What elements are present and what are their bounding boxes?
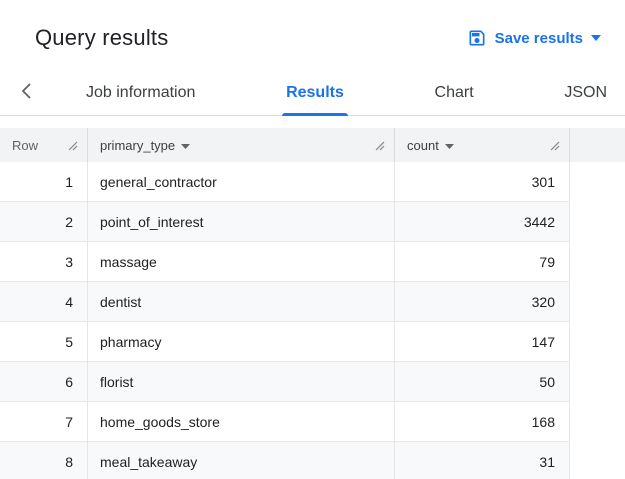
table-row: 2 point_of_interest 3442 — [0, 202, 625, 242]
tab-chart[interactable]: Chart — [434, 83, 474, 101]
chevron-left-icon — [21, 83, 31, 102]
primary-type-cell: meal_takeaway — [88, 442, 395, 479]
column-header-primary-type-label: primary_type — [100, 137, 176, 153]
count-cell: 3442 — [395, 202, 570, 242]
tab-job-information[interactable]: Job information — [86, 83, 196, 101]
table-row: 1 general_contractor 301 — [0, 162, 625, 202]
row-number-cell: 2 — [0, 202, 88, 242]
row-number-cell: 5 — [0, 322, 88, 362]
save-icon — [467, 28, 487, 48]
table-body: 1 general_contractor 301 2 point_of_inte… — [0, 162, 625, 479]
primary-type-cell: general_contractor — [88, 162, 395, 202]
row-number-cell: 8 — [0, 442, 88, 479]
tab-json[interactable]: JSON — [564, 83, 607, 101]
caret-down-icon — [591, 35, 601, 41]
save-results-label: Save results — [494, 29, 583, 47]
tabs: Job information Results Chart JSON — [46, 70, 625, 116]
count-cell: 168 — [395, 402, 570, 442]
count-cell: 31 — [395, 442, 570, 479]
row-number-cell: 6 — [0, 362, 88, 402]
row-number-cell: 7 — [0, 402, 88, 442]
column-menu-caret-icon[interactable] — [181, 143, 191, 149]
column-header-count: count — [395, 128, 570, 162]
count-cell: 301 — [395, 162, 570, 202]
page-title: Query results — [35, 25, 169, 50]
tab-results[interactable]: Results — [282, 70, 348, 116]
table-row: 3 massage 79 — [0, 242, 625, 282]
row-number-cell: 4 — [0, 282, 88, 322]
column-header-row: Row — [0, 128, 88, 162]
primary-type-cell: florist — [88, 362, 395, 402]
topbar: Query results Save results — [0, 0, 625, 70]
table-row: 7 home_goods_store 168 — [0, 402, 625, 442]
column-header-count-label: count — [407, 137, 439, 153]
column-resize-handle-icon[interactable] — [371, 137, 387, 153]
tabs-scroll-left-button[interactable] — [6, 70, 46, 115]
primary-type-cell: dentist — [88, 282, 395, 322]
count-cell: 147 — [395, 322, 570, 362]
column-header-filler — [570, 128, 625, 162]
primary-type-cell: pharmacy — [88, 322, 395, 362]
tab-bar: Job information Results Chart JSON — [0, 70, 625, 116]
count-cell: 320 — [395, 282, 570, 322]
primary-type-cell: point_of_interest — [88, 202, 395, 242]
table-row: 4 dentist 320 — [0, 282, 625, 322]
column-menu-caret-icon[interactable] — [444, 143, 454, 149]
column-resize-handle-icon[interactable] — [64, 137, 80, 153]
table-row: 5 pharmacy 147 — [0, 322, 625, 362]
column-resize-handle-icon[interactable] — [546, 137, 562, 153]
column-header-primary-type: primary_type — [88, 128, 395, 162]
save-results-button[interactable]: Save results — [459, 22, 609, 54]
count-cell: 50 — [395, 362, 570, 402]
table-header-row: Row primary_type count — [0, 128, 625, 162]
table-row: 6 florist 50 — [0, 362, 625, 402]
row-number-cell: 3 — [0, 242, 88, 282]
table-row: 8 meal_takeaway 31 — [0, 442, 625, 479]
column-header-row-label: Row — [12, 137, 39, 153]
row-number-cell: 1 — [0, 162, 88, 202]
count-cell: 79 — [395, 242, 570, 282]
results-table: Row primary_type count — [0, 128, 625, 479]
primary-type-cell: massage — [88, 242, 395, 282]
primary-type-cell: home_goods_store — [88, 402, 395, 442]
